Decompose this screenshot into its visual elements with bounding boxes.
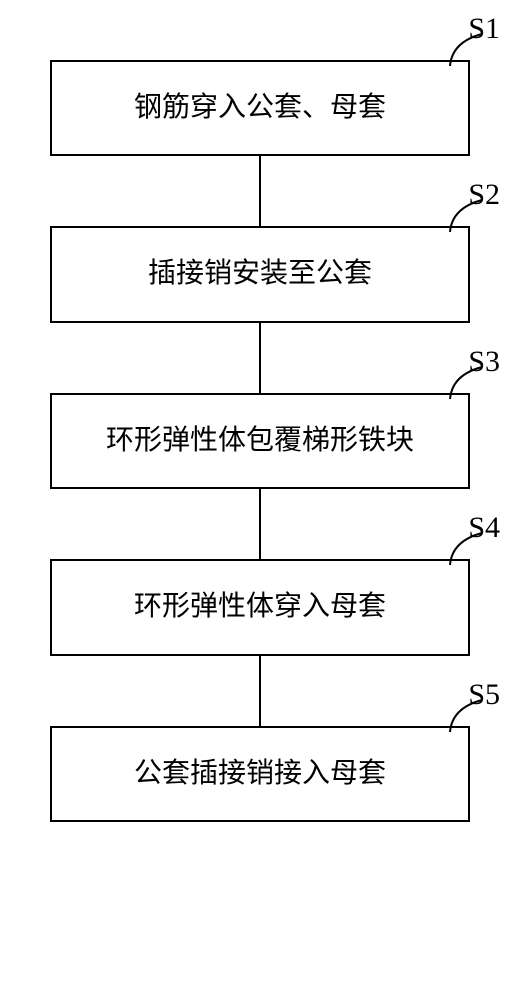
flowchart: S1 钢筋穿入公套、母套 S2 插接销安装至公套 S3 环形弹性体包覆梯形铁块 …: [50, 60, 470, 822]
connector-2-3: [259, 323, 261, 393]
connector-3-4: [259, 489, 261, 559]
step-label-s1: S1: [468, 12, 500, 46]
step-label-s5: S5: [468, 678, 500, 712]
connector-1-2: [259, 156, 261, 226]
step-box-s2: 插接销安装至公套: [50, 226, 470, 322]
step-box-s5: 公套插接销接入母套: [50, 726, 470, 822]
step-s1: S1 钢筋穿入公套、母套: [50, 60, 470, 156]
step-label-s4: S4: [468, 511, 500, 545]
step-box-s4: 环形弹性体穿入母套: [50, 559, 470, 655]
step-s5: S5 公套插接销接入母套: [50, 726, 470, 822]
connector-4-5: [259, 656, 261, 726]
step-label-s3: S3: [468, 345, 500, 379]
step-box-s3: 环形弹性体包覆梯形铁块: [50, 393, 470, 489]
step-s3: S3 环形弹性体包覆梯形铁块: [50, 393, 470, 489]
step-s2: S2 插接销安装至公套: [50, 226, 470, 322]
step-label-s2: S2: [468, 178, 500, 212]
step-s4: S4 环形弹性体穿入母套: [50, 559, 470, 655]
step-box-s1: 钢筋穿入公套、母套: [50, 60, 470, 156]
